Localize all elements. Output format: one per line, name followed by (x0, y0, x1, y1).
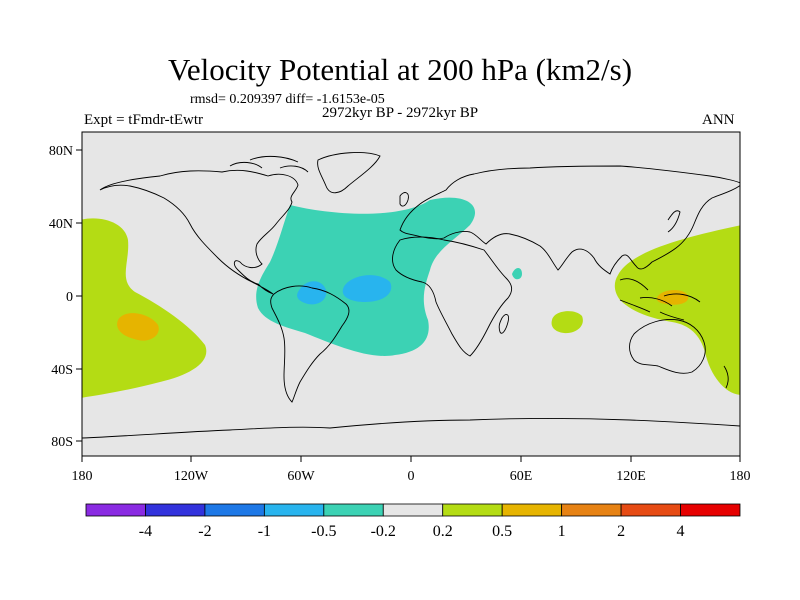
colorbar-label: 0.2 (433, 523, 453, 540)
y-tick-label: 80N (49, 144, 73, 159)
amazon-strong-negative-region (297, 281, 327, 305)
colorbar-swatch (85, 503, 146, 517)
colorbar-swatch (561, 503, 622, 517)
x-axis-labels: 180 120W 60W 0 60E 120E 180 (72, 469, 751, 484)
maritime-continent-coastline (619, 278, 701, 321)
colorbar-swatch (382, 503, 444, 517)
y-tick-label: 40S (51, 363, 73, 378)
colorbar (85, 503, 741, 517)
madagascar-coastline (498, 314, 509, 334)
colorbar-labels: -4 -2 -1 -0.5 -0.2 0.2 0.5 1 2 4 (139, 523, 685, 540)
colorbar-swatch (501, 503, 563, 517)
japan-coastline (667, 210, 681, 233)
east-africa-negative-blob (512, 268, 522, 280)
eurasia-coastline (399, 165, 740, 275)
colorbar-swatch (323, 503, 384, 517)
colorbar-label: 4 (677, 523, 685, 540)
season-label: ANN (702, 112, 735, 128)
colorbar-swatch (680, 503, 741, 517)
colorbar-label: -0.2 (371, 523, 396, 540)
australia-coastline (629, 319, 706, 374)
y-axis-labels: 80N 40N 0 40S 80S (49, 144, 73, 450)
x-tick-label: 60W (287, 469, 315, 484)
colorbar-swatch (263, 503, 325, 517)
colorbar-label: 0.5 (492, 523, 512, 540)
north-america-coastline (99, 169, 299, 295)
colorbar-label: -4 (139, 523, 152, 540)
x-tick-label: 0 (408, 469, 415, 484)
colorbar-swatch (442, 503, 503, 517)
time-period-label: 2972kyr BP - 2972kyr BP (321, 105, 479, 121)
colorbar-swatch (620, 503, 681, 517)
west-pacific-strong-positive-region (656, 290, 689, 305)
west-pacific-positive-region (614, 225, 740, 395)
coastlines (82, 152, 740, 439)
colorbar-label: 2 (617, 523, 625, 540)
y-tick-label: 0 (66, 290, 73, 305)
central-pacific-positive-region (82, 218, 207, 398)
new-zealand-coastline (723, 365, 729, 389)
y-tick-label: 80S (51, 435, 73, 450)
british-isles-coastline (399, 192, 409, 207)
colorbar-label: -0.5 (311, 523, 336, 540)
arctic-islands-coastline (229, 155, 309, 173)
greenland-coastline (317, 152, 381, 194)
colorbar-label: -1 (258, 523, 271, 540)
rmsd-diff-stats: rmsd= 0.209397 diff= -1.6153e-05 (190, 92, 385, 107)
axis-ticks (76, 149, 741, 462)
africa-coastline (392, 236, 513, 357)
x-tick-label: 180 (730, 469, 751, 484)
atlantic-strong-negative-region (342, 275, 392, 302)
map-title: Velocity Potential at 200 hPa (km2/s) (167, 52, 633, 87)
colorbar-swatch (204, 503, 265, 517)
x-tick-label: 180 (72, 469, 93, 484)
x-tick-label: 60E (510, 469, 533, 484)
x-tick-label: 120W (174, 469, 209, 484)
antarctica-coastline (82, 418, 740, 439)
indian-ocean-positive-blob (551, 311, 583, 334)
experiment-label: Expt = tFmdr-tEwtr (84, 112, 203, 128)
colorbar-label: -2 (198, 523, 211, 540)
colorbar-label: 1 (558, 523, 566, 540)
colorbar-swatch (145, 503, 206, 517)
south-america-coastline (270, 285, 350, 403)
central-pacific-strong-positive-region (117, 313, 159, 341)
y-tick-label: 40N (49, 217, 73, 232)
x-tick-label: 120E (616, 469, 646, 484)
